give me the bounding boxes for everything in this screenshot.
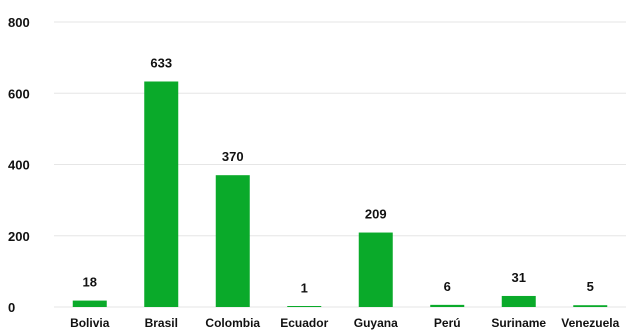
bar-bolivia [72, 300, 107, 307]
bar-brasil [144, 81, 179, 308]
data-label-suriname: 31 [512, 270, 526, 285]
x-tick-label-colombia: Colombia [205, 316, 260, 330]
x-tick-label-venezuela: Venezuela [561, 316, 619, 330]
bar-guyana [358, 232, 393, 307]
bar-ecuador [287, 306, 322, 307]
y-tick-label-200: 200 [8, 229, 30, 244]
x-tick-label-brasil: Brasil [145, 316, 178, 330]
x-tick-label-guyana: Guyana [354, 316, 398, 330]
y-tick-label-600: 600 [8, 86, 30, 101]
y-tick-label-400: 400 [8, 158, 30, 173]
bar-perú [430, 304, 465, 307]
data-label-guyana: 209 [365, 207, 387, 222]
x-axis: Bolivia Brasil Colombia Ecuador Guyana Perú Su… [70, 316, 620, 330]
data-label-colombia: 370 [222, 149, 244, 164]
x-tick-label-ecuador: Ecuador [280, 316, 328, 330]
data-label-ecuador: 1 [301, 281, 308, 296]
data-label-bolivia: 18 [83, 275, 97, 290]
y-tick-label-800: 800 [8, 15, 30, 30]
bars [72, 81, 608, 308]
data-label-perú: 6 [444, 279, 451, 294]
x-tick-label-suriname: Suriname [491, 316, 546, 330]
data-labels: 18 633 370 1 209 6 31 5 [83, 55, 594, 295]
data-label-brasil: 633 [150, 55, 172, 70]
grid-lines [54, 21, 626, 308]
x-tick-label-perú: Perú [434, 316, 461, 330]
data-label-venezuela: 5 [587, 279, 594, 294]
x-tick-label-bolivia: Bolivia [70, 316, 110, 330]
y-axis: 0 200 400 600 800 [8, 15, 30, 315]
bar-venezuela [573, 305, 608, 307]
bar-suriname [501, 295, 536, 307]
bar-colombia [215, 175, 250, 307]
y-tick-label-0: 0 [8, 300, 15, 315]
